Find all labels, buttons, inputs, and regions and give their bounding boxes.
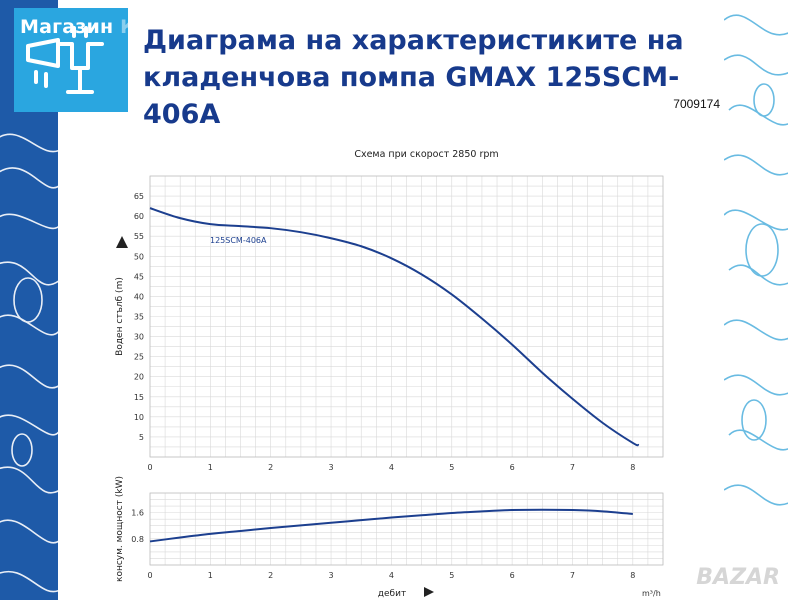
y-tick-label: 35 bbox=[134, 313, 144, 322]
y-tick-label: 15 bbox=[134, 393, 144, 402]
right-contour-pattern bbox=[724, 14, 788, 506]
power-chart-ticks: 0 1 2 3 4 5 6 7 8 0.8 1.6 bbox=[131, 509, 635, 580]
y-tick-label: 25 bbox=[134, 353, 144, 362]
pump-icon bbox=[26, 26, 104, 94]
flow-unit-label: m³/h bbox=[642, 589, 661, 598]
y-tick-label: 30 bbox=[134, 333, 144, 342]
y-tick-label: 60 bbox=[134, 212, 144, 221]
x-tick-label: 2 bbox=[268, 571, 273, 580]
x-tick-label: 3 bbox=[329, 571, 334, 580]
plot-frame bbox=[149, 492, 664, 566]
x-tick-label: 5 bbox=[449, 463, 454, 472]
x-tick-label: 7 bbox=[570, 571, 575, 580]
x-tick-label: 7 bbox=[570, 463, 575, 472]
power-curve bbox=[149, 508, 633, 543]
x-tick-label: 2 bbox=[268, 463, 273, 472]
chart-title: Схема при скорост 2850 rpm bbox=[354, 149, 498, 160]
flow-axis-label: дебит bbox=[378, 589, 406, 599]
x-tick-label: 1 bbox=[208, 571, 213, 580]
y-tick-label: 5 bbox=[139, 433, 144, 442]
x-tick-label: 4 bbox=[389, 571, 394, 580]
y-tick-label: 55 bbox=[134, 232, 144, 241]
x-tick-label: 1 bbox=[208, 463, 213, 472]
head-axis-label: Воден стълб (m) bbox=[115, 277, 125, 356]
x-tick-label: 0 bbox=[147, 571, 152, 580]
x-tick-label: 0 bbox=[147, 463, 152, 472]
y-tick-label: 65 bbox=[134, 192, 144, 201]
flow-axis-arrow bbox=[424, 587, 434, 597]
left-contour-pattern bbox=[0, 133, 58, 593]
x-tick-label: 5 bbox=[449, 571, 454, 580]
head-axis-arrow bbox=[116, 236, 128, 248]
plot-frame bbox=[149, 175, 664, 458]
head-curve bbox=[149, 207, 640, 447]
y-tick-label: 45 bbox=[134, 272, 144, 281]
power-chart-grid bbox=[149, 492, 664, 566]
y-tick-label: 20 bbox=[134, 373, 144, 382]
y-tick-label: 10 bbox=[134, 413, 144, 422]
y-tick-label: 50 bbox=[134, 252, 144, 261]
x-tick-label: 8 bbox=[630, 571, 635, 580]
x-tick-label: 8 bbox=[630, 463, 635, 472]
page-title: Диаграма на характеристиките на кладенчо… bbox=[143, 25, 684, 130]
store-logo bbox=[14, 8, 128, 112]
x-tick-label: 6 bbox=[510, 463, 515, 472]
y-tick-label: 40 bbox=[134, 292, 144, 301]
x-tick-label: 3 bbox=[329, 463, 334, 472]
y-tick-label: 1.6 bbox=[131, 509, 144, 518]
y-tick-label: 0.8 bbox=[131, 535, 144, 544]
x-tick-label: 4 bbox=[389, 463, 394, 472]
watermark: BAZAR bbox=[696, 565, 780, 590]
store-name: Магазин Капитана bbox=[20, 16, 227, 38]
series-label: 125SCM-406A bbox=[210, 236, 267, 245]
power-axis-label: консум. мощност (kW) bbox=[115, 476, 125, 582]
head-chart-grid bbox=[149, 175, 664, 458]
right-pattern-band bbox=[724, 0, 788, 600]
x-tick-label: 6 bbox=[510, 571, 515, 580]
article-number: 7009174 bbox=[673, 97, 720, 111]
